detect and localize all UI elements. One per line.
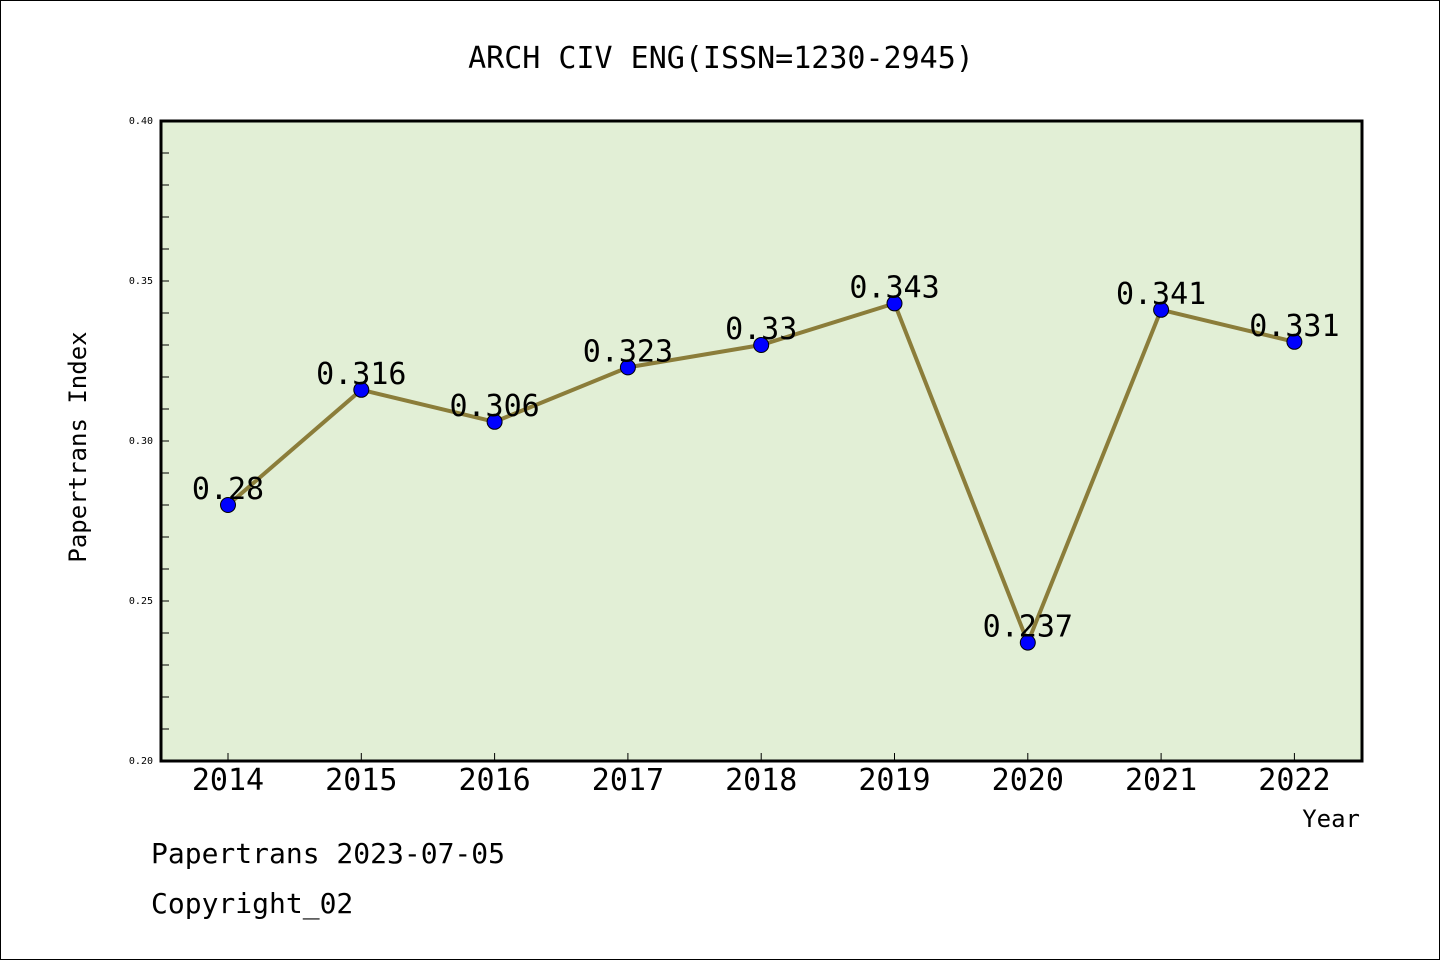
x-tick-label: 2018 (725, 763, 797, 798)
data-label: 0.341 (1116, 277, 1206, 312)
y-tick-label: 0.30 (129, 436, 153, 447)
plot-area (159, 119, 1364, 763)
y-tick-labels: 0.20 0.25 0.30 0.35 0.40 (129, 116, 153, 767)
y-minor-ticks (161, 120, 169, 762)
data-point (1286, 333, 1303, 350)
data-point (753, 337, 770, 353)
x-axis-label: Year (1302, 805, 1360, 833)
x-tick-label: 2020 (992, 763, 1064, 798)
x-tick-label: 2017 (592, 763, 664, 798)
data-point (486, 413, 503, 430)
data-label: 0.33 (725, 312, 797, 347)
y-tick-label: 0.25 (129, 596, 153, 607)
data-label: 0.331 (1249, 309, 1339, 344)
data-point (1153, 301, 1170, 318)
footer-date: Papertrans 2023-07-05 (151, 837, 506, 870)
data-label: 0.343 (849, 270, 939, 305)
y-axis-label: Papertrans Index (64, 331, 92, 562)
data-markers (220, 295, 1303, 651)
data-label: 0.316 (316, 357, 406, 392)
x-tick-label: 2014 (192, 763, 264, 798)
x-tick-label: 2022 (1258, 763, 1330, 798)
data-point (353, 381, 370, 398)
data-point (1019, 634, 1036, 651)
x-tick-label: 2021 (1125, 763, 1197, 798)
data-label: 0.323 (583, 334, 673, 369)
x-tick-label: 2016 (458, 763, 530, 798)
data-label: 0.237 (983, 610, 1073, 645)
data-point (886, 295, 903, 312)
x-tick-label: 2019 (858, 763, 930, 798)
y-tick-label: 0.35 (129, 276, 153, 287)
data-label: 0.28 (192, 472, 264, 507)
x-tick-label: 2015 (325, 763, 397, 798)
chart-title: ARCH CIV ENG(ISSN=1230-2945) (468, 41, 974, 76)
data-labels: 0.28 0.316 0.306 0.323 0.33 0.343 0.237 0.341 0.… (192, 270, 1340, 644)
data-point (220, 497, 236, 513)
data-point (619, 359, 636, 376)
x-tick-labels: 2014 2015 2016 2017 2018 2019 2020 2021 2022 (192, 753, 1331, 798)
y-tick-label: 0.40 (129, 116, 153, 127)
data-label: 0.306 (449, 389, 539, 424)
y-tick-label: 0.20 (129, 756, 153, 767)
footer-copyright: Copyright_02 (151, 887, 354, 920)
